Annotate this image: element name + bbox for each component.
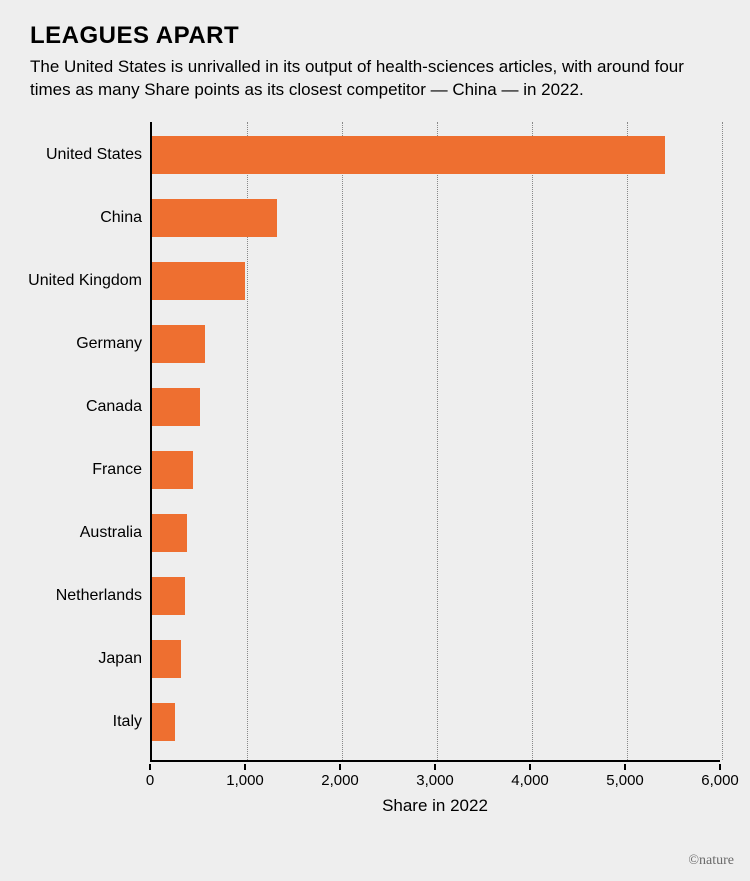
bar: United Kingdom <box>152 262 245 300</box>
bar-label: Canada <box>86 388 152 426</box>
bar: France <box>152 451 193 489</box>
chart: United States China United Kingdom Germany C… <box>150 122 720 792</box>
gridline <box>722 122 723 760</box>
bar-label: Australia <box>80 514 152 552</box>
x-axis: Share in 2022 01,0002,0003,0004,0005,000… <box>150 762 720 822</box>
bar: Netherlands <box>152 577 185 615</box>
bar-label: United States <box>46 136 152 174</box>
bar: China <box>152 199 277 237</box>
x-tick-label: 5,000 <box>606 772 644 789</box>
bar-label: United Kingdom <box>28 262 152 300</box>
bar: Germany <box>152 325 205 363</box>
bar-label: Italy <box>113 703 152 741</box>
bar-label: Germany <box>76 325 152 363</box>
x-tick <box>339 764 341 770</box>
bar: Italy <box>152 703 175 741</box>
gridline <box>342 122 343 760</box>
x-tick-label: 6,000 <box>701 772 739 789</box>
x-tick-label: 1,000 <box>226 772 264 789</box>
bar-label: China <box>100 199 152 237</box>
x-tick <box>244 764 246 770</box>
gridline <box>532 122 533 760</box>
chart-container: LEAGUES APART The United States is unriv… <box>0 0 750 792</box>
gridline <box>437 122 438 760</box>
bar: United States <box>152 136 665 174</box>
bar: Australia <box>152 514 187 552</box>
gridline <box>627 122 628 760</box>
x-tick-label: 3,000 <box>416 772 454 789</box>
x-tick <box>719 764 721 770</box>
x-tick <box>149 764 151 770</box>
bar: Canada <box>152 388 200 426</box>
x-tick <box>624 764 626 770</box>
bar-label: Netherlands <box>56 577 152 615</box>
bar-label: France <box>92 451 152 489</box>
x-tick-label: 2,000 <box>321 772 359 789</box>
x-tick-label: 0 <box>146 772 154 789</box>
chart-subtitle: The United States is unrivalled in its o… <box>30 56 720 102</box>
x-axis-title: Share in 2022 <box>382 796 488 816</box>
bar-label: Japan <box>98 640 152 678</box>
plot-area: United States China United Kingdom Germany C… <box>150 122 720 762</box>
x-tick-label: 4,000 <box>511 772 549 789</box>
credit: ©nature <box>688 853 734 869</box>
x-tick <box>434 764 436 770</box>
chart-title: LEAGUES APART <box>30 22 720 50</box>
x-tick <box>529 764 531 770</box>
bar: Japan <box>152 640 181 678</box>
